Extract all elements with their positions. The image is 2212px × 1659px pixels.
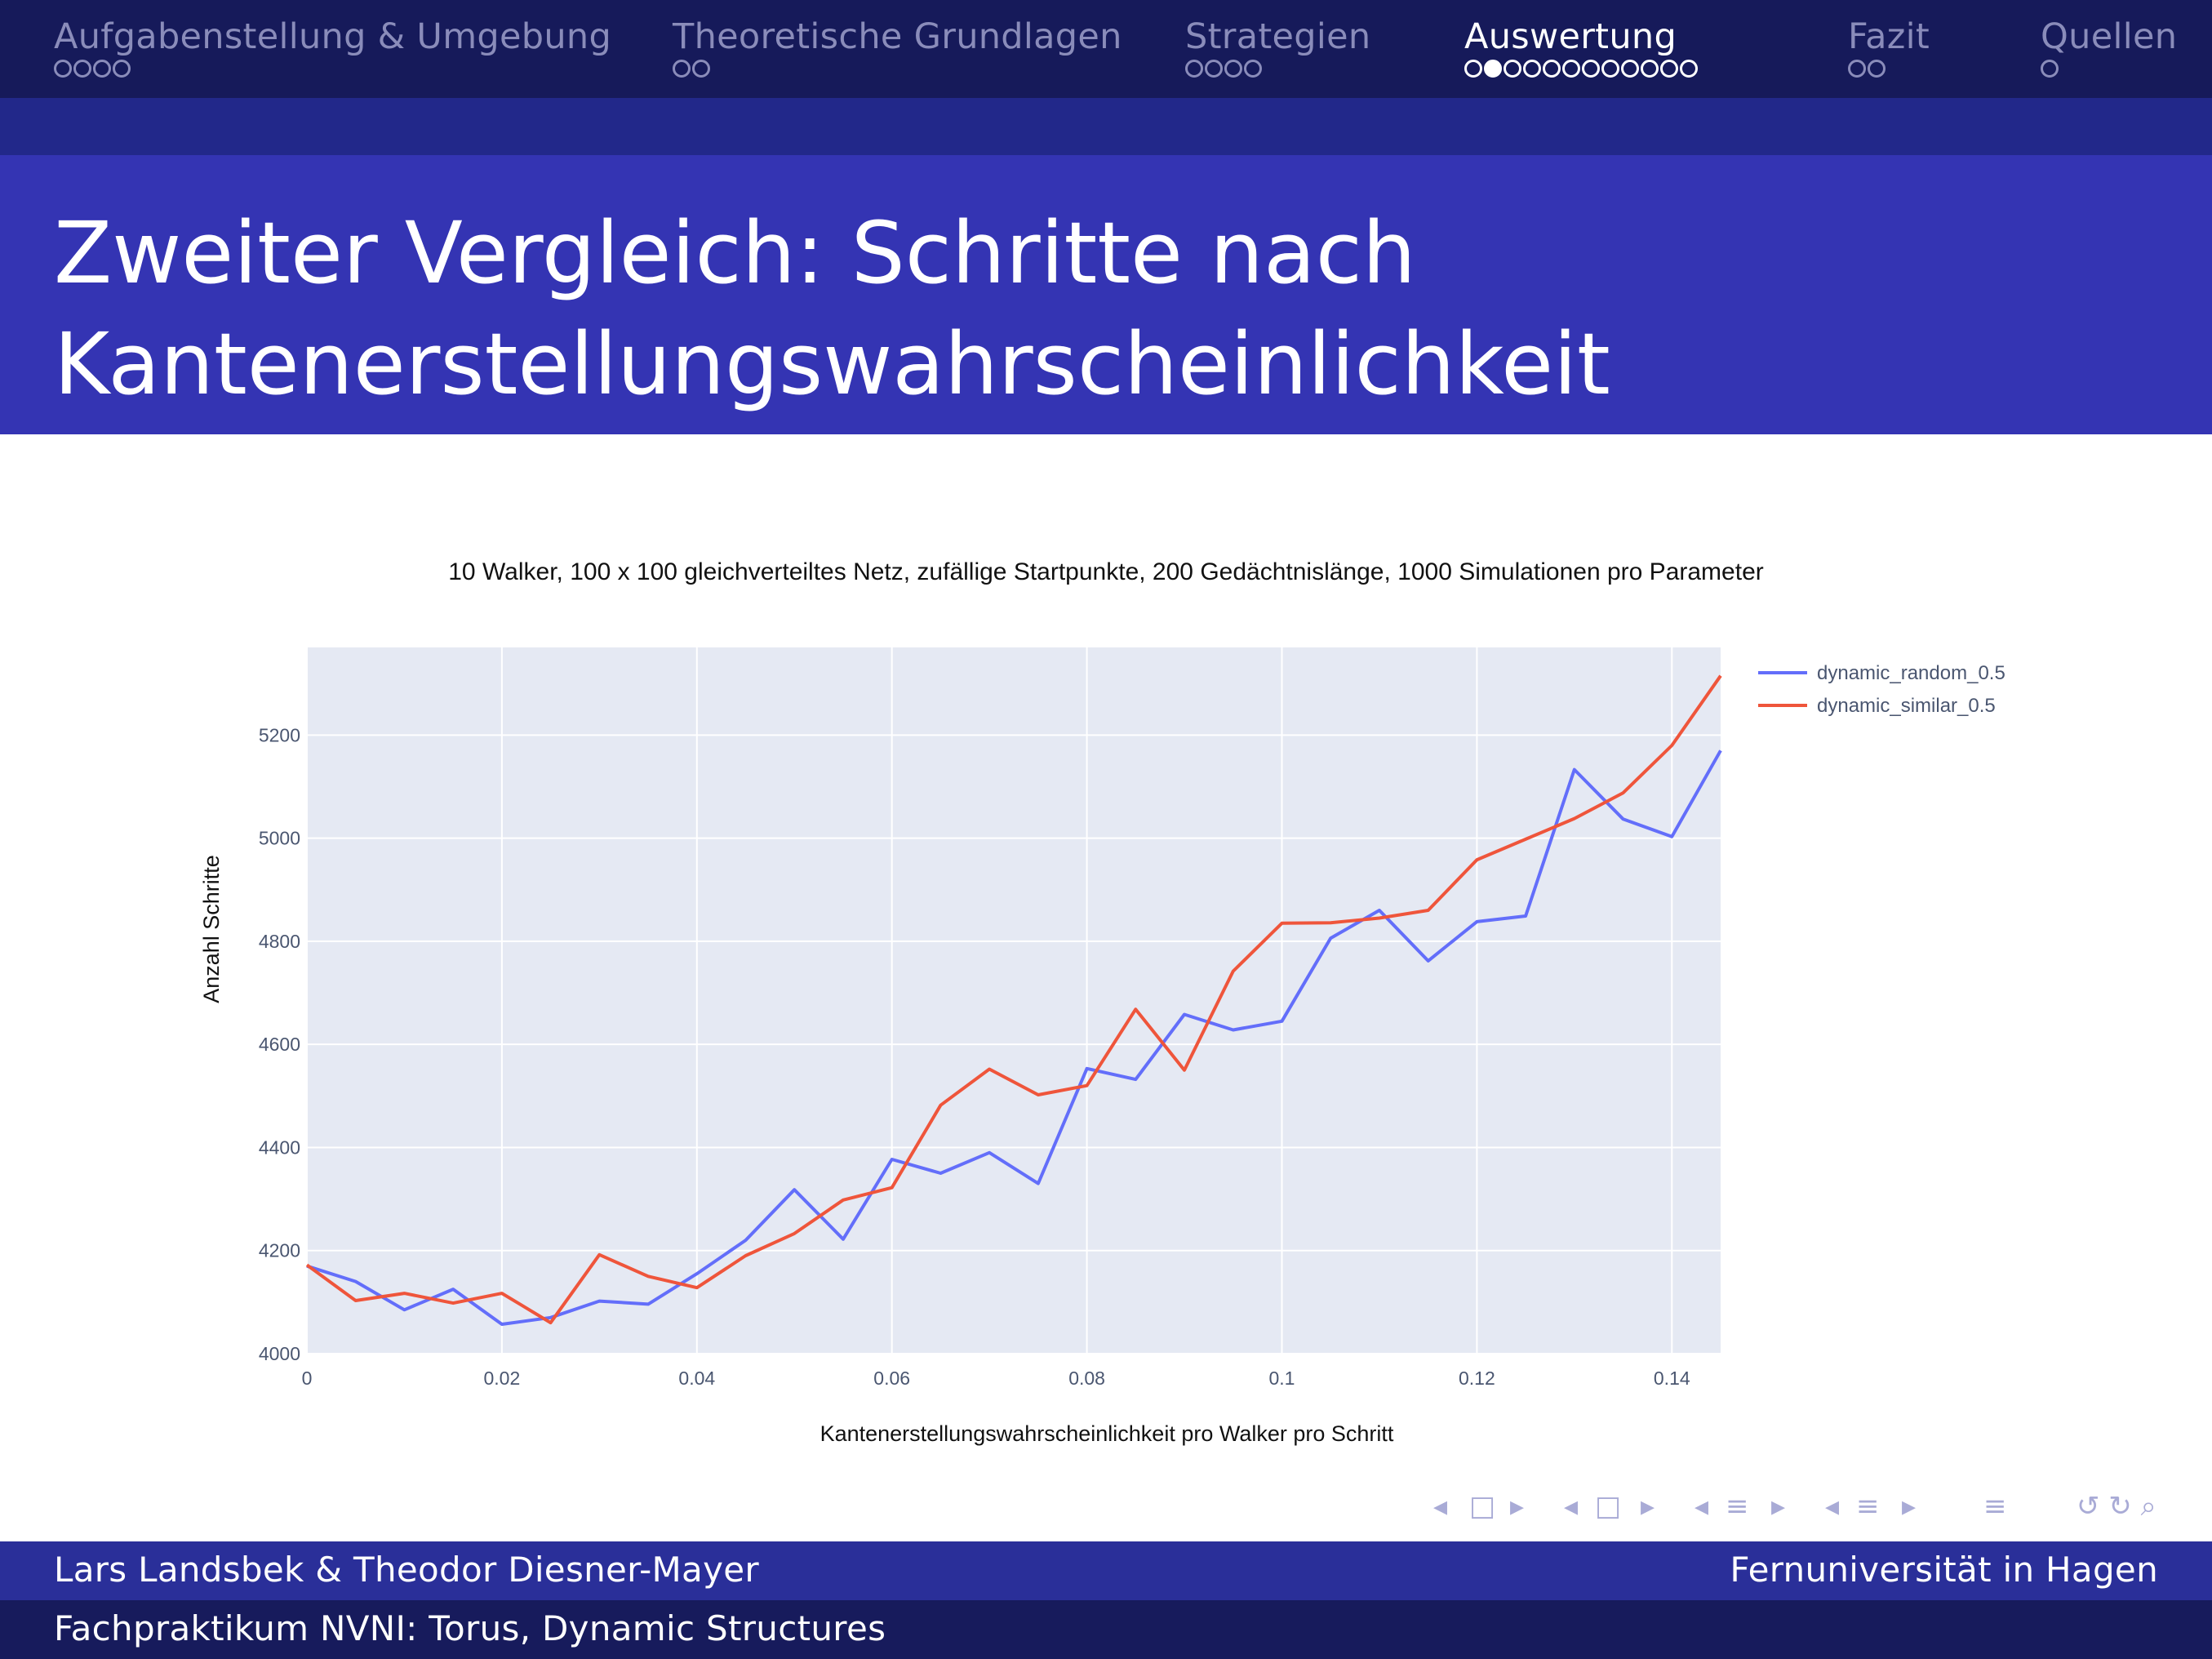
subsection-bar xyxy=(0,98,2212,155)
y-axis-label: Anzahl Schritte xyxy=(199,855,224,1003)
nav-frame-dot[interactable] xyxy=(1868,60,1886,78)
nav-frame-dot[interactable] xyxy=(1205,60,1223,78)
x-tick-label: 0.12 xyxy=(1459,1368,1495,1389)
nav-frame-dot[interactable] xyxy=(1484,60,1502,78)
beamer-navigation-controls: ◂ □ ▸ ◂ □ ▸ ◂ ≡ ▸ ◂ ≡ ▸ ≡ ↺ ↻ ⌕ xyxy=(1420,1486,2204,1535)
nav-frame-dot[interactable] xyxy=(1562,60,1580,78)
frame-next-icon[interactable]: ▸ xyxy=(1510,1490,1525,1523)
legend-label: dynamic_random_0.5 xyxy=(1817,662,2005,684)
nav-frame-dot[interactable] xyxy=(113,60,131,78)
chart-legend[interactable]: dynamic_random_0.5 dynamic_similar_0.5 xyxy=(1758,662,2005,717)
nav-section-label: Quellen xyxy=(2041,16,2178,57)
grid-lines xyxy=(306,647,1721,1354)
footer-title-bar: Fachpraktikum NVNI: Torus, Dynamic Struc… xyxy=(0,1600,2212,1659)
nav-frame-dot[interactable] xyxy=(692,60,710,78)
nav-section-fazit[interactable]: Fazit xyxy=(1848,20,1930,84)
nav-frame-dot[interactable] xyxy=(673,60,691,78)
nav-section-label: Fazit xyxy=(1848,16,1930,57)
series-lines xyxy=(305,674,1722,1326)
nav-section-auswertung[interactable]: Auswertung xyxy=(1464,20,1698,84)
appendix-icon[interactable]: ≡ xyxy=(1983,1490,2007,1523)
nav-section-quellen[interactable]: Quellen xyxy=(2041,20,2177,84)
line-chart: 10 Walker, 100 x 100 gleichverteiltes Ne… xyxy=(199,558,2005,1446)
subsection-next-icon[interactable]: ▸ xyxy=(1641,1490,1655,1523)
frame-title-bar: Zweiter Vergleich: Schritte nach Kantene… xyxy=(0,155,2212,434)
nav-section-grundlagen[interactable]: Theoretische Grundlagen xyxy=(673,20,1122,84)
nav-frame-dot[interactable] xyxy=(73,60,91,78)
nav-frame-dot[interactable] xyxy=(1504,60,1521,78)
y-axis-ticks: 4000 4200 4400 4600 4800 5000 5200 xyxy=(259,724,300,1364)
nav-frame-dot[interactable] xyxy=(1641,60,1659,78)
nav-dots xyxy=(1848,60,1930,84)
nav-frame-dot[interactable] xyxy=(2041,60,2059,78)
x-tick-label: 0 xyxy=(302,1368,313,1389)
chart-title: 10 Walker, 100 x 100 gleichverteiltes Ne… xyxy=(448,558,1764,585)
slide-title-line-2: Kantenerstellungswahrscheinlichkeit xyxy=(54,314,1610,414)
nav-frame-dot[interactable] xyxy=(93,60,111,78)
document-next-icon[interactable]: ▸ xyxy=(1902,1490,1917,1523)
nav-section-label: Theoretische Grundlagen xyxy=(673,16,1122,57)
footer-author-bar: Lars Landsbek & Theodor Diesner-Mayer Fe… xyxy=(0,1541,2212,1600)
x-tick-label: 0.1 xyxy=(1268,1368,1295,1389)
nav-section-strategien[interactable]: Strategien xyxy=(1185,20,1370,84)
document-icon[interactable]: ≡ xyxy=(1856,1490,1880,1523)
nav-section-aufgabenstellung[interactable]: Aufgabenstellung & Umgebung xyxy=(54,20,611,84)
x-tick-label: 0.14 xyxy=(1654,1368,1690,1389)
x-tick-label: 0.02 xyxy=(484,1368,521,1389)
nav-frame-dot[interactable] xyxy=(1848,60,1866,78)
x-axis-ticks: 0 0.02 0.04 0.06 0.08 0.1 0.12 0.14 xyxy=(302,1368,1690,1389)
footer-course-title: Fachpraktikum NVNI: Torus, Dynamic Struc… xyxy=(54,1608,886,1648)
subsection-prev-icon[interactable]: ◂ xyxy=(1564,1490,1579,1523)
nav-dots xyxy=(2041,60,2177,84)
document-prev-icon[interactable]: ◂ xyxy=(1825,1490,1840,1523)
plot-area xyxy=(307,647,1721,1354)
series-line-dynamic_similar_0.5 xyxy=(305,674,1722,1325)
nav-frame-dot[interactable] xyxy=(1464,60,1482,78)
nav-dots xyxy=(54,60,611,84)
section-navigation-bar: Aufgabenstellung & Umgebung Theoretische… xyxy=(0,0,2212,98)
nav-frame-dot[interactable] xyxy=(1523,60,1541,78)
frame-icon[interactable]: □ xyxy=(1469,1490,1496,1523)
section-prev-icon[interactable]: ◂ xyxy=(1695,1490,1709,1523)
nav-frame-dot[interactable] xyxy=(1621,60,1639,78)
x-tick-label: 0.08 xyxy=(1068,1368,1105,1389)
y-tick-label: 5200 xyxy=(259,724,300,745)
y-tick-label: 4600 xyxy=(259,1034,300,1055)
x-tick-label: 0.04 xyxy=(678,1368,715,1389)
nav-frame-dot[interactable] xyxy=(1660,60,1678,78)
nav-frame-dot[interactable] xyxy=(1680,60,1698,78)
nav-section-label: Aufgabenstellung & Umgebung xyxy=(54,16,612,57)
nav-frame-dot[interactable] xyxy=(54,60,72,78)
subsection-icon[interactable]: □ xyxy=(1595,1490,1622,1523)
nav-frame-dot[interactable] xyxy=(1582,60,1600,78)
section-icon[interactable]: ≡ xyxy=(1726,1490,1749,1523)
y-tick-label: 4200 xyxy=(259,1240,300,1261)
x-tick-label: 0.06 xyxy=(873,1368,910,1389)
y-tick-label: 5000 xyxy=(259,828,300,849)
x-axis-label: Kantenerstellungswahrscheinlichkeit pro … xyxy=(820,1421,1394,1446)
nav-frame-dot[interactable] xyxy=(1543,60,1561,78)
legend-label: dynamic_similar_0.5 xyxy=(1817,695,1996,717)
nav-section-label: Auswertung xyxy=(1464,16,1677,57)
y-tick-label: 4400 xyxy=(259,1136,300,1158)
nav-frame-dot[interactable] xyxy=(1185,60,1203,78)
nav-dots xyxy=(673,60,1122,84)
nav-dots xyxy=(1464,60,1698,84)
nav-frame-dot[interactable] xyxy=(1601,60,1619,78)
nav-frame-dot[interactable] xyxy=(1244,60,1262,78)
frame-prev-icon[interactable]: ◂ xyxy=(1433,1490,1448,1523)
footer-authors: Lars Landsbek & Theodor Diesner-Mayer xyxy=(54,1550,759,1590)
slide-title-line-1: Zweiter Vergleich: Schritte nach xyxy=(54,203,1416,303)
y-tick-label: 4800 xyxy=(259,931,300,952)
nav-frame-dot[interactable] xyxy=(1224,60,1242,78)
footer-institution: Fernuniversität in Hagen xyxy=(1730,1550,2158,1590)
nav-section-label: Strategien xyxy=(1185,16,1371,57)
search-undo-redo-icon[interactable]: ↺ ↻ ⌕ xyxy=(2077,1490,2156,1523)
y-tick-label: 4000 xyxy=(259,1343,300,1364)
nav-dots xyxy=(1185,60,1370,84)
section-next-icon[interactable]: ▸ xyxy=(1771,1490,1786,1523)
